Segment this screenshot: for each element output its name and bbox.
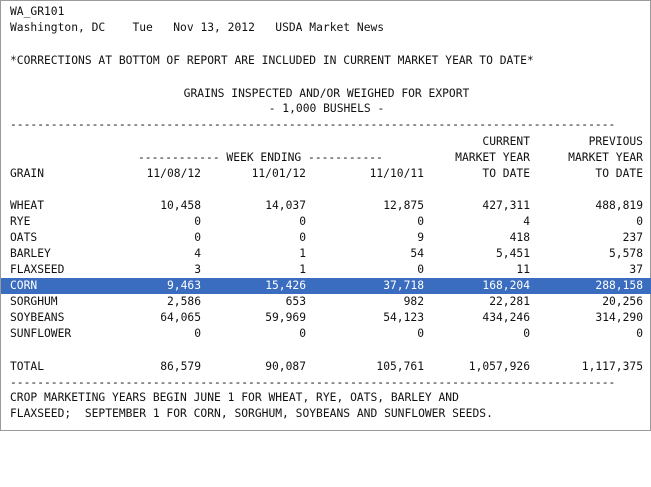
week-value-2: 653: [285, 295, 306, 308]
week-value-3: 12,875: [383, 199, 424, 212]
current-ytd: 0: [523, 327, 530, 340]
column-header-row-1: CURRENT PREVIOUS: [1, 134, 651, 150]
grain-name: SUNFLOWER: [10, 327, 72, 340]
week-value-2: 1: [299, 247, 306, 260]
grain-name: SOYBEANS: [10, 311, 65, 324]
total-label: TOTAL: [10, 360, 45, 373]
week-value-2: 1: [299, 263, 306, 276]
week-value-2: 0: [299, 327, 306, 340]
column-header-row-2: ------------ WEEK ENDING ----------- MAR…: [1, 150, 651, 166]
grain-name: FLAXSEED: [10, 263, 65, 276]
grain-name: SORGHUM: [10, 295, 58, 308]
previous-ytd: 37: [629, 263, 643, 276]
current-ytd: 418: [509, 231, 530, 244]
week-value-1: 0: [194, 215, 201, 228]
table-row[interactable]: SUNFLOWER 0 0 0 0 0: [1, 326, 651, 342]
week-value-2: 0: [299, 215, 306, 228]
week-value-2: 15,426: [265, 279, 306, 292]
total-week-3: 105,761: [376, 360, 424, 373]
table-row[interactable]: RYE 0 0 0 4 0: [1, 214, 651, 230]
current-ytd: 22,281: [489, 295, 530, 308]
week-value-3: 54: [410, 247, 424, 260]
date-header-3: 11/10/11: [369, 167, 424, 180]
date-header-2: 11/01/12: [251, 167, 306, 180]
separator-top: ----------------------------------------…: [10, 118, 616, 131]
table-row[interactable]: OATS 0 0 9 418 237: [1, 230, 651, 246]
current-ytd: 5,451: [495, 247, 530, 260]
current-ytd: 4: [523, 215, 530, 228]
previous-ytd: 0: [636, 215, 643, 228]
location: Washington, DC: [10, 21, 106, 34]
previous-header-2: MARKET YEAR: [568, 151, 643, 164]
week-value-3: 54,123: [383, 311, 424, 324]
report-header-line: Washington, DC Tue Nov 13, 2012 USDA Mar…: [10, 20, 384, 36]
week-value-1: 0: [194, 327, 201, 340]
total-week-2: 90,087: [265, 360, 306, 373]
week-value-2: 59,969: [265, 311, 306, 324]
previous-ytd: 237: [622, 231, 643, 244]
week-value-1: 0: [194, 231, 201, 244]
week-value-3: 982: [403, 295, 424, 308]
current-ytd: 168,204: [482, 279, 530, 292]
previous-ytd: 5,578: [608, 247, 643, 260]
report-title: GRAINS INSPECTED AND/OR WEIGHED FOR EXPO…: [183, 87, 470, 100]
date-header-1: 11/08/12: [146, 167, 201, 180]
week-ending-header: ------------ WEEK ENDING -----------: [138, 151, 383, 164]
previous-ytd: 488,819: [595, 199, 643, 212]
previous-header-1: PREVIOUS: [588, 135, 643, 148]
previous-ytd: 314,290: [595, 311, 643, 324]
report-id: WA_GR101: [10, 5, 65, 18]
current-header-1: CURRENT: [482, 135, 530, 148]
current-header-3: TO DATE: [482, 167, 530, 180]
day: Tue: [132, 21, 153, 34]
total-week-1: 86,579: [160, 360, 201, 373]
grain-name: OATS: [10, 231, 38, 244]
week-value-2: 0: [299, 231, 306, 244]
week-value-3: 37,718: [383, 279, 424, 292]
table-row[interactable]: FLAXSEED 3 1 0 11 37: [1, 262, 651, 278]
week-value-3: 9: [417, 231, 424, 244]
footer-line-2: FLAXSEED; SEPTEMBER 1 FOR CORN, SORGHUM,…: [10, 407, 493, 420]
table-row-selected[interactable]: CORN 9,463 15,426 37,718 168,204 288,158: [1, 278, 651, 294]
table-row[interactable]: SORGHUM 2,586 653 982 22,281 20,256: [1, 294, 651, 310]
column-header-row-3: GRAIN 11/08/12 11/01/12 11/10/11 TO DATE…: [1, 166, 651, 182]
total-current-ytd: 1,057,926: [468, 360, 530, 373]
week-value-1: 9,463: [166, 279, 201, 292]
current-ytd: 434,246: [482, 311, 530, 324]
week-value-3: 0: [417, 327, 424, 340]
grain-name: CORN: [10, 279, 38, 292]
separator-bottom: ----------------------------------------…: [10, 376, 616, 389]
previous-ytd: 20,256: [602, 295, 643, 308]
report-subtitle: - 1,000 BUSHELS -: [268, 102, 385, 115]
week-value-1: 10,458: [160, 199, 201, 212]
grain-name: RYE: [10, 215, 31, 228]
current-ytd: 11: [516, 263, 530, 276]
week-value-3: 0: [417, 215, 424, 228]
week-value-1: 2,586: [166, 295, 201, 308]
week-value-1: 64,065: [160, 311, 201, 324]
week-value-1: 3: [194, 263, 201, 276]
total-previous-ytd: 1,117,375: [581, 360, 643, 373]
corrections-note: *CORRECTIONS AT BOTTOM OF REPORT ARE INC…: [10, 54, 534, 67]
previous-ytd: 288,158: [595, 279, 643, 292]
report-viewer[interactable]: WA_GR101 Washington, DC Tue Nov 13, 2012…: [0, 0, 651, 431]
table-row[interactable]: WHEAT 10,458 14,037 12,875 427,311 488,8…: [1, 198, 651, 214]
week-value-1: 4: [194, 247, 201, 260]
previous-ytd: 0: [636, 327, 643, 340]
week-value-2: 14,037: [265, 199, 306, 212]
week-value-3: 0: [417, 263, 424, 276]
table-row[interactable]: BARLEY 4 1 54 5,451 5,578: [1, 246, 651, 262]
current-header-2: MARKET YEAR: [455, 151, 530, 164]
current-ytd: 427,311: [482, 199, 530, 212]
grain-name: WHEAT: [10, 199, 45, 212]
previous-header-3: TO DATE: [595, 167, 643, 180]
total-row[interactable]: TOTAL 86,579 90,087 105,761 1,057,926 1,…: [1, 359, 651, 375]
grain-header: GRAIN: [10, 167, 45, 180]
table-row[interactable]: SOYBEANS 64,065 59,969 54,123 434,246 31…: [1, 310, 651, 326]
report-date: Nov 13, 2012: [173, 21, 255, 34]
report-source: USDA Market News: [275, 21, 385, 34]
grain-name: BARLEY: [10, 247, 51, 260]
footer-line-1: CROP MARKETING YEARS BEGIN JUNE 1 FOR WH…: [10, 391, 459, 404]
